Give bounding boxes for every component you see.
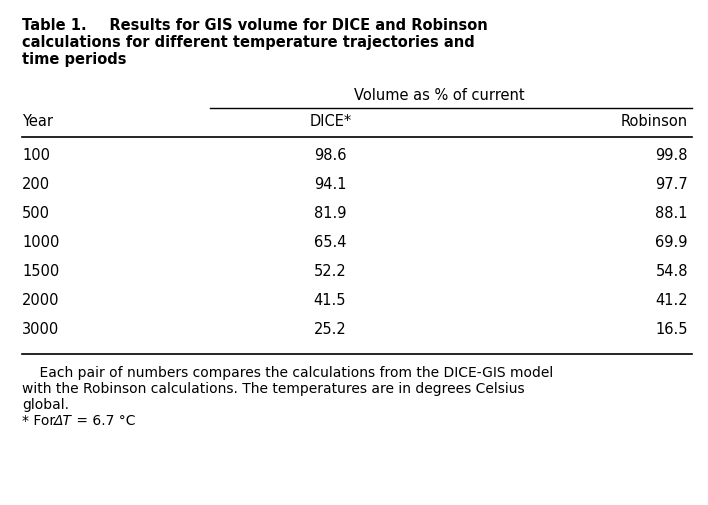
- Text: calculations for different temperature trajectories and: calculations for different temperature t…: [22, 35, 475, 50]
- Text: = 6.7 °C: = 6.7 °C: [72, 414, 135, 428]
- Text: DICE*: DICE*: [310, 114, 353, 129]
- Text: 2000: 2000: [22, 293, 59, 308]
- Text: 54.8: 54.8: [656, 264, 688, 279]
- Text: 94.1: 94.1: [314, 177, 346, 192]
- Text: 65.4: 65.4: [314, 235, 346, 250]
- Text: Year: Year: [22, 114, 53, 129]
- Text: Volume as % of current: Volume as % of current: [354, 88, 524, 103]
- Text: 25.2: 25.2: [314, 322, 346, 337]
- Text: 16.5: 16.5: [656, 322, 688, 337]
- Text: 99.8: 99.8: [656, 148, 688, 163]
- Text: 98.6: 98.6: [314, 148, 346, 163]
- Text: Each pair of numbers compares the calculations from the DICE-GIS model: Each pair of numbers compares the calcul…: [22, 366, 553, 380]
- Text: global.: global.: [22, 398, 69, 412]
- Text: 97.7: 97.7: [655, 177, 688, 192]
- Text: * For: * For: [22, 414, 59, 428]
- Text: Table 1.: Table 1.: [22, 18, 86, 33]
- Text: 1500: 1500: [22, 264, 59, 279]
- Text: 81.9: 81.9: [314, 206, 346, 221]
- Text: 41.5: 41.5: [314, 293, 346, 308]
- Text: 88.1: 88.1: [656, 206, 688, 221]
- Text: 52.2: 52.2: [314, 264, 346, 279]
- Text: 500: 500: [22, 206, 50, 221]
- Text: 1000: 1000: [22, 235, 59, 250]
- Text: 200: 200: [22, 177, 50, 192]
- Text: Robinson: Robinson: [621, 114, 688, 129]
- Text: Results for GIS volume for DICE and Robinson: Results for GIS volume for DICE and Robi…: [94, 18, 488, 33]
- Text: time periods: time periods: [22, 52, 127, 67]
- Text: with the Robinson calculations. The temperatures are in degrees Celsius: with the Robinson calculations. The temp…: [22, 382, 525, 396]
- Text: 69.9: 69.9: [656, 235, 688, 250]
- Text: 3000: 3000: [22, 322, 59, 337]
- Text: 41.2: 41.2: [656, 293, 688, 308]
- Text: 100: 100: [22, 148, 50, 163]
- Text: ΔT: ΔT: [54, 414, 72, 428]
